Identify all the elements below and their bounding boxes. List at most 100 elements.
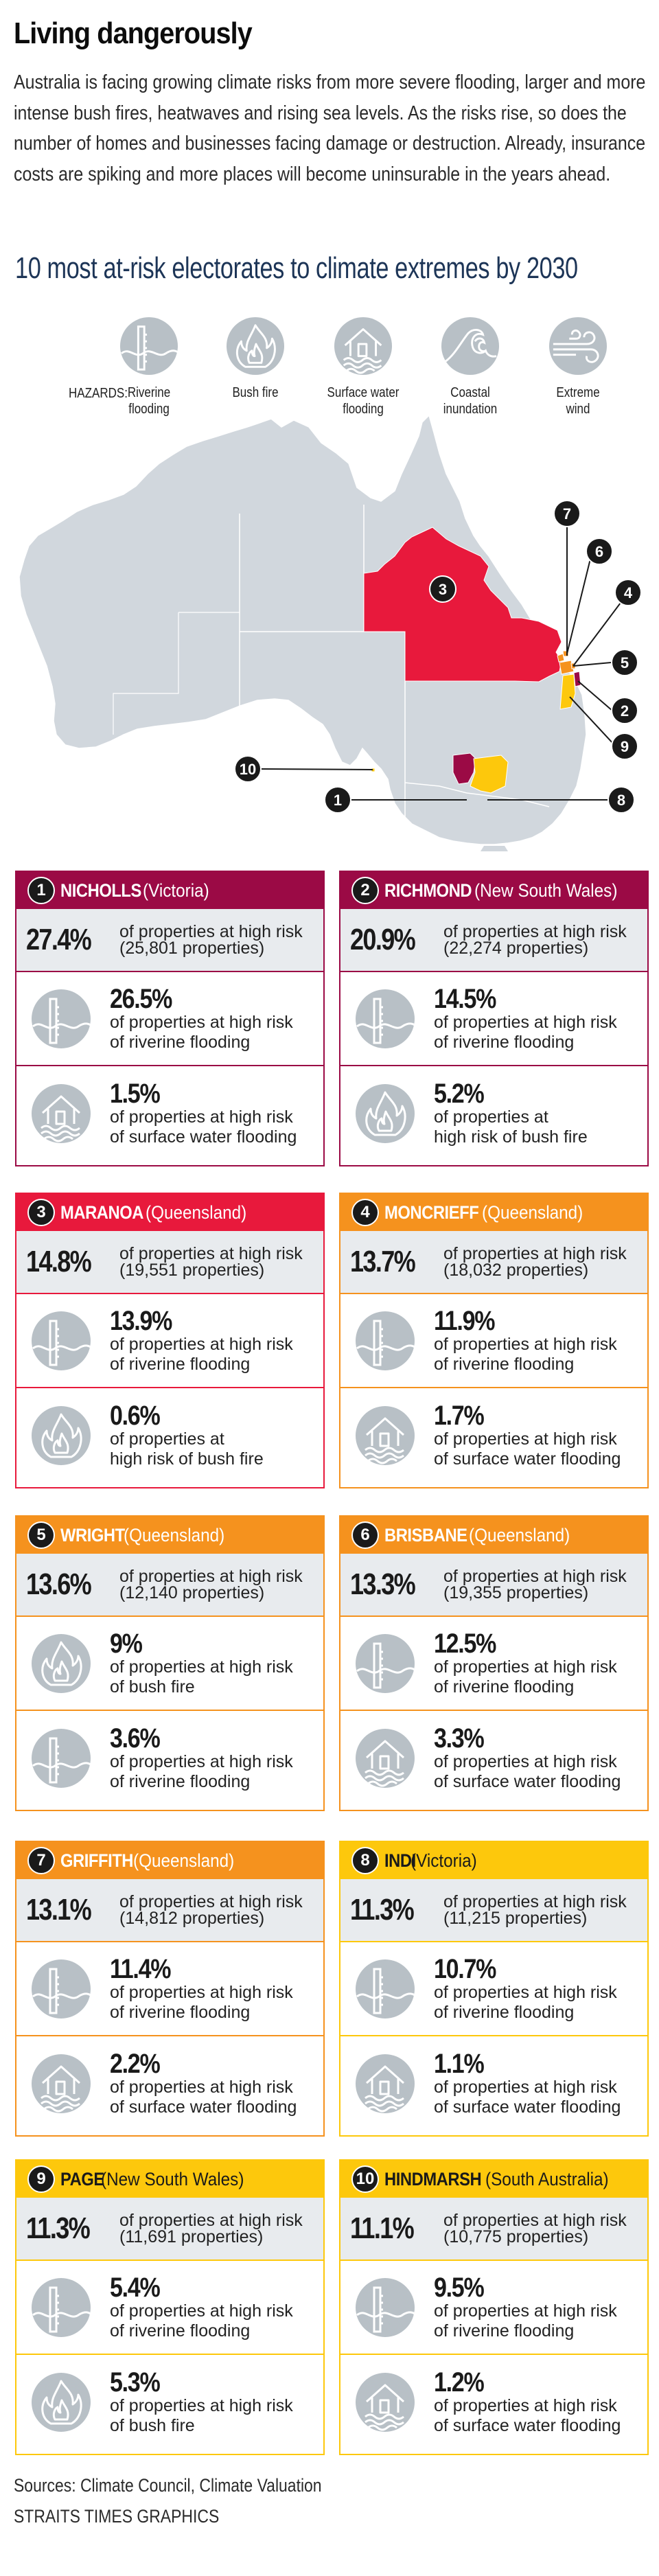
rank-badge: 1 <box>27 877 55 904</box>
hazard-row: 12.5% of properties at high risk of rive… <box>340 1617 647 1711</box>
hazard-desc-line2: of riverine flooding <box>434 1677 575 1697</box>
hazard-percent: 14.5% <box>434 983 496 1014</box>
hazard-label-line1: Coastal <box>450 385 490 400</box>
card-header: 8 INDI (Victoria) <box>340 1842 647 1879</box>
hazard-percent: 5.3% <box>110 2367 161 2397</box>
electorate-state: (South Australia) <box>485 2168 609 2189</box>
electorate-name: INDI <box>384 1850 416 1871</box>
hazard-percent: 5.2% <box>434 1078 485 1109</box>
riverine-flooding-icon <box>356 1633 415 1693</box>
map-marker-label: 2 <box>621 702 629 720</box>
hazard-desc-line1: of properties at high risk <box>110 1657 293 1677</box>
riverine-flooding-icon <box>32 1728 91 1788</box>
hazard-label-line2: inundation <box>443 402 498 417</box>
callout-line-5 <box>573 662 612 667</box>
bush-fire-icon <box>356 1083 415 1143</box>
rank-badge: 6 <box>351 1521 379 1549</box>
hazard-label-line1: Extreme <box>556 385 600 400</box>
riverine-flooding-icon <box>32 989 91 1048</box>
total-risk-count: (11,215 properties) <box>443 1909 588 1928</box>
electorate-name: PAGE <box>60 2168 104 2189</box>
electorate-page-region <box>559 674 576 710</box>
card-header: 4 MONCRIEFF (Queensland) <box>340 1194 647 1231</box>
map-marker-10: 10 <box>234 755 262 783</box>
hazard-row: 1.1% of properties at high risk of surfa… <box>340 2036 647 2130</box>
hazard-legend-item: Coastal inundation <box>426 317 515 417</box>
card-header: 10 HINDMARSH (South Australia) <box>340 2161 647 2198</box>
map-marker-label: 9 <box>621 738 629 755</box>
surface-water-flooding-icon <box>356 2054 415 2113</box>
total-risk-percent: 13.6% <box>26 1567 92 1601</box>
hazard-label-line1: Surface water <box>327 385 400 400</box>
hazard-legend-item: Riverine flooding <box>104 317 194 417</box>
hazard-desc-line2: of riverine flooding <box>434 1354 575 1374</box>
surface-water-flooding-icon <box>32 1083 91 1143</box>
total-risk-label: of properties at high risk <box>119 922 303 941</box>
hazard-desc-line2: of riverine flooding <box>110 1032 251 1052</box>
hazard-desc-line2: of surface water flooding <box>110 2097 297 2117</box>
hazard-percent: 1.7% <box>434 1400 485 1431</box>
hazard-desc-line1: of properties at high risk <box>110 2077 293 2097</box>
map-marker-circle <box>611 697 638 724</box>
bush-fire-icon <box>32 2372 91 2432</box>
hazard-desc-line2: of riverine flooding <box>434 2002 575 2022</box>
hazard-desc-line1: of properties at high risk <box>110 2395 293 2415</box>
hazard-desc-line2: of riverine flooding <box>434 2321 575 2341</box>
card-header: 2 RICHMOND (New South Wales) <box>340 872 647 909</box>
hazard-desc-line1: of properties at high risk <box>434 1751 617 1771</box>
australia-map: 1 2 3 4 5 6 7 8 9 10 <box>19 414 642 851</box>
hazard-desc-line1: of properties at high risk <box>434 1334 617 1354</box>
riverine-flooding-icon <box>356 2277 415 2337</box>
rank-badge: 8 <box>351 1847 379 1874</box>
hazard-percent: 11.9% <box>434 1305 495 1336</box>
total-risk-panel: 20.9% of properties at high risk (22,274… <box>340 909 647 972</box>
electorate-name: NICHOLLS <box>60 879 141 901</box>
page-title: Living dangerously <box>14 16 253 50</box>
map-marker-label: 7 <box>563 505 571 522</box>
total-risk-count: (11,691 properties) <box>119 2227 264 2246</box>
hazard-desc-line1: of properties at high risk <box>110 1334 293 1354</box>
hazard-desc-line1: of properties at high risk <box>110 1982 293 2002</box>
hazard-percent: 9.5% <box>434 2272 485 2303</box>
rank-badge: 7 <box>27 1847 55 1874</box>
total-risk-count: (19,355 properties) <box>443 1583 589 1602</box>
total-risk-label: of properties at high risk <box>119 1567 303 1586</box>
total-risk-panel: 13.7% of properties at high risk (18,032… <box>340 1231 647 1294</box>
total-risk-percent: 13.1% <box>26 1893 92 1927</box>
riverine-flooding-icon <box>120 317 178 375</box>
hazard-desc-line1: of properties at <box>434 1107 548 1127</box>
rank-badge: 2 <box>351 877 379 904</box>
hazard-desc-line2: of riverine flooding <box>110 1354 251 1374</box>
hazard-desc-line2: of riverine flooding <box>110 2002 251 2022</box>
hazard-desc-line2: of surface water flooding <box>434 1771 621 1791</box>
australia-mainland <box>19 414 587 845</box>
surface-water-flooding-icon <box>356 2372 415 2432</box>
callout-line-4 <box>573 597 625 667</box>
hazard-row: 14.5% of properties at high risk of rive… <box>340 972 647 1066</box>
total-risk-percent: 27.4% <box>26 923 92 956</box>
hazard-label-line1: Bush fire <box>232 385 279 400</box>
hazard-desc-line2: of surface water flooding <box>434 2097 621 2117</box>
hazard-row: 10.7% of properties at high risk of rive… <box>340 1942 647 2036</box>
electorate-griffith-region <box>557 653 565 663</box>
hazard-percent: 26.5% <box>110 983 172 1014</box>
hazard-percent: 9% <box>110 1628 143 1659</box>
coastal-inundation-icon <box>441 317 499 375</box>
total-risk-label: of properties at high risk <box>119 1892 303 1911</box>
total-risk-count: (14,812 properties) <box>119 1909 265 1928</box>
rank-badge: 3 <box>27 1199 55 1226</box>
rank-badge: 10 <box>351 2165 379 2193</box>
hazard-label-line2: flooding <box>128 402 170 417</box>
riverine-flooding-icon <box>356 1311 415 1370</box>
electorate-state: (Victoria) <box>411 1850 477 1871</box>
hazard-desc-line1: of properties at high risk <box>110 1107 293 1127</box>
hazard-percent: 12.5% <box>434 1628 496 1659</box>
total-risk-percent: 13.7% <box>350 1245 416 1278</box>
map-marker-label: 5 <box>621 654 629 671</box>
map-marker-9: 9 <box>611 733 638 760</box>
riverine-flooding-icon <box>356 989 415 1048</box>
total-risk-percent: 13.3% <box>350 1567 416 1601</box>
hazard-desc-line2: of bush fire <box>110 2415 195 2435</box>
electorate-name: HINDMARSH <box>384 2168 482 2189</box>
total-risk-count: (18,032 properties) <box>443 1261 589 1280</box>
